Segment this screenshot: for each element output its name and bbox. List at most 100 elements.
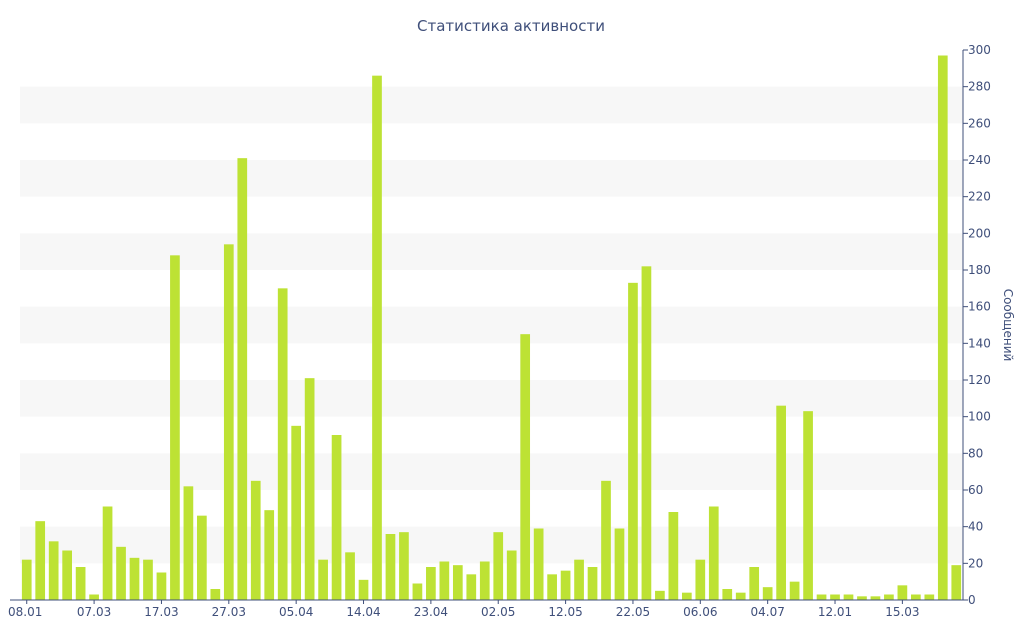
- grid-band: [20, 86, 963, 124]
- bar: [924, 594, 935, 600]
- x-tick-label: 02.05: [481, 605, 515, 619]
- bar: [708, 506, 719, 600]
- bar: [601, 480, 611, 600]
- bar: [614, 528, 625, 600]
- bar: [156, 572, 167, 600]
- bar: [250, 480, 261, 600]
- bar: [21, 559, 32, 600]
- y-tick-label: 80: [968, 446, 983, 460]
- bar: [937, 55, 948, 600]
- bar: [223, 244, 234, 601]
- bar: [911, 594, 921, 600]
- bar: [547, 574, 557, 600]
- bar: [870, 596, 881, 600]
- bar: [183, 486, 194, 600]
- y-tick-label: 120: [968, 373, 991, 387]
- bar: [48, 541, 59, 600]
- y-tick-label: 300: [968, 43, 991, 57]
- bar: [722, 589, 733, 600]
- y-tick-label: 100: [968, 410, 991, 424]
- grid-band: [20, 233, 963, 270]
- chart-title: Статистика активности: [417, 17, 605, 35]
- bar: [345, 552, 355, 600]
- bar: [304, 378, 315, 600]
- bar: [210, 589, 221, 600]
- bar: [897, 585, 908, 600]
- bar: [857, 596, 867, 600]
- bar: [533, 528, 544, 600]
- bar: [439, 561, 450, 600]
- background-bands: [20, 86, 963, 564]
- bar: [385, 534, 396, 600]
- y-tick-label: 220: [968, 190, 991, 204]
- bar: [264, 510, 275, 600]
- bar: [749, 567, 760, 600]
- bar: [466, 574, 477, 600]
- bar: [506, 550, 517, 600]
- bar: [75, 567, 86, 600]
- y-tick-label: 260: [968, 116, 991, 130]
- bar: [412, 583, 423, 600]
- bar: [358, 579, 369, 600]
- bar: [681, 592, 692, 600]
- y-tick-label: 20: [968, 556, 983, 570]
- bar: [641, 266, 652, 600]
- bar: [277, 288, 288, 600]
- bar: [816, 594, 827, 600]
- grid-band: [20, 160, 963, 197]
- bar: [479, 561, 490, 600]
- bar: [803, 411, 813, 600]
- y-tick-label: 200: [968, 226, 991, 240]
- bar: [560, 570, 571, 600]
- bar: [35, 521, 46, 600]
- bar: [62, 550, 72, 600]
- bar: [735, 592, 746, 600]
- bar: [830, 594, 840, 600]
- bar: [291, 425, 302, 600]
- y-tick-label: 0: [968, 593, 976, 607]
- bar: [143, 559, 153, 600]
- y-tick-label: 60: [968, 483, 983, 497]
- bar: [102, 506, 113, 600]
- bar: [695, 559, 706, 600]
- bar: [426, 567, 436, 600]
- bar: [129, 557, 140, 600]
- bar: [951, 565, 962, 600]
- bar: [628, 282, 638, 600]
- bars-group: [21, 55, 962, 601]
- grid-band: [20, 380, 963, 417]
- bar: [170, 255, 180, 601]
- y-tick-label: 160: [968, 300, 991, 314]
- x-tick-label: 12.01: [818, 605, 852, 619]
- bar: [520, 334, 531, 600]
- bar: [789, 581, 800, 600]
- x-tick-label: 27.03: [212, 605, 246, 619]
- grid-band: [20, 453, 963, 490]
- x-tick-label: 12.05: [548, 605, 582, 619]
- y-tick-label: 240: [968, 153, 991, 167]
- x-tick-label: 08.01: [8, 605, 42, 619]
- bar: [372, 75, 382, 600]
- bar: [574, 559, 584, 600]
- bar: [331, 435, 342, 600]
- x-tick-label: 22.05: [616, 605, 650, 619]
- bar: [399, 532, 409, 600]
- bar: [116, 546, 126, 600]
- y-tick-label: 180: [968, 263, 991, 277]
- x-tick-label: 23.04: [414, 605, 448, 619]
- bar: [884, 594, 894, 600]
- bar: [89, 594, 99, 600]
- bar: [197, 515, 207, 600]
- bar: [587, 567, 598, 600]
- bar: [776, 405, 786, 600]
- y-tick-label: 140: [968, 336, 991, 350]
- bar: [762, 587, 773, 600]
- bar: [452, 565, 463, 600]
- y-tick-label: 40: [968, 520, 983, 534]
- bar: [493, 532, 504, 600]
- x-tick-label: 17.03: [144, 605, 178, 619]
- y-tick-label: 280: [968, 80, 991, 94]
- y-axis-label: Сообщений: [1001, 289, 1015, 362]
- x-tick-label: 06.06: [683, 605, 717, 619]
